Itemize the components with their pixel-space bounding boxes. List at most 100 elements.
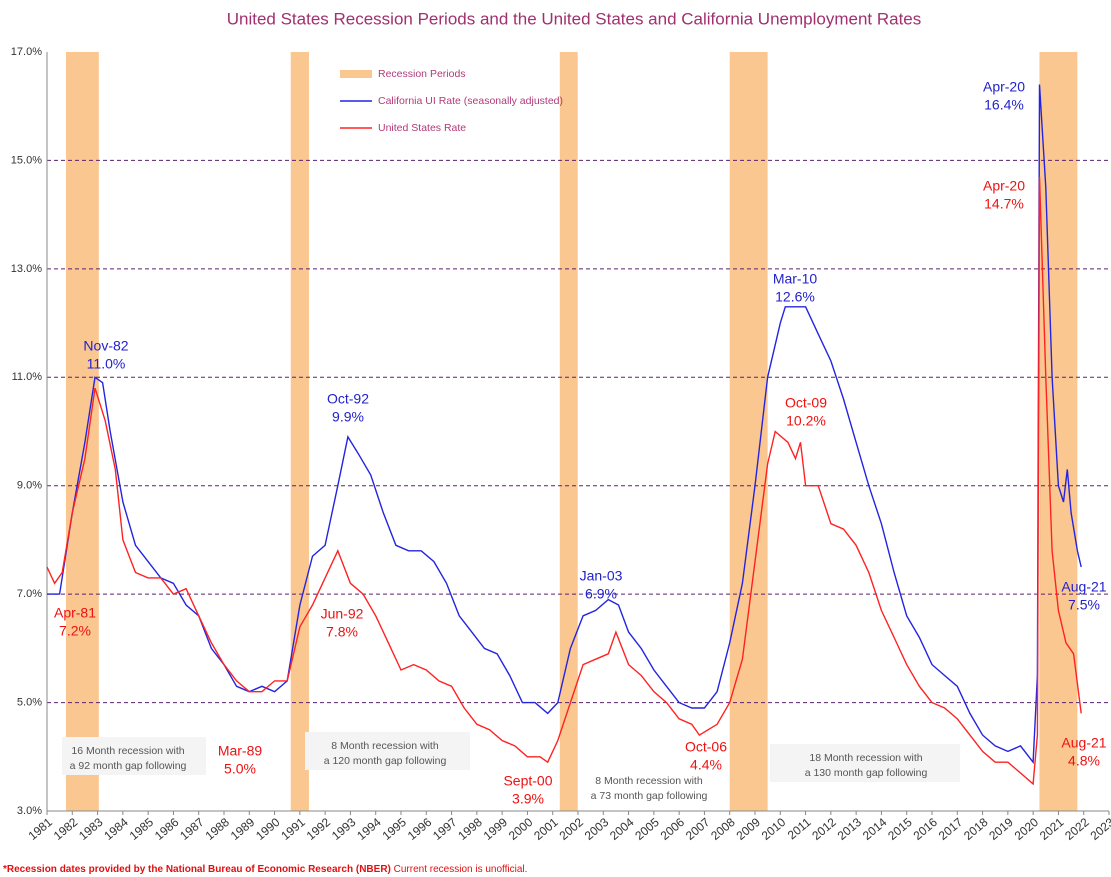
- annotation-date: Apr-20: [983, 178, 1025, 194]
- y-tick-label: 9.0%: [17, 480, 42, 492]
- x-tick-label: 2005: [632, 815, 662, 843]
- x-tick-label: 1987: [177, 815, 207, 843]
- x-tick-label: 2004: [607, 815, 637, 843]
- x-tick-label: 2018: [961, 815, 991, 843]
- annotation-date: Oct-06: [685, 739, 727, 755]
- recession-band: [290, 52, 309, 811]
- annotation-date: Jun-92: [321, 606, 364, 622]
- chart-title: United States Recession Periods and the …: [227, 9, 922, 28]
- note-text: 18 Month recession with: [809, 752, 922, 764]
- x-tick-label: 1992: [304, 815, 334, 843]
- x-tick-label: 2020: [1012, 815, 1042, 843]
- note-text: a 73 month gap following: [591, 790, 708, 802]
- x-tick-label: 2023: [1088, 815, 1111, 843]
- x-tick-label: 1997: [430, 815, 460, 843]
- x-tick-label: 2008: [708, 815, 738, 843]
- x-tick-label: 1988: [203, 815, 233, 843]
- x-tick-label: 2002: [557, 815, 587, 843]
- annotation-rate: 12.6%: [775, 289, 815, 305]
- annotation-rate: 16.4%: [984, 97, 1024, 113]
- x-tick-label: 1991: [278, 815, 308, 843]
- series-line: [46, 176, 1082, 786]
- y-tick-label: 5.0%: [17, 696, 42, 708]
- x-tick-label: 2017: [936, 815, 966, 843]
- note-text: a 92 month gap following: [70, 760, 187, 772]
- x-tick-label: 1999: [481, 815, 511, 843]
- x-tick-label: 2006: [658, 815, 688, 843]
- x-tick-label: 1984: [101, 815, 131, 843]
- x-tick-label: 1993: [329, 815, 359, 843]
- annotation-date: Mar-10: [773, 271, 818, 287]
- x-tick-label: 2014: [860, 815, 890, 843]
- x-tick-label: 1989: [228, 815, 258, 843]
- note-box: [770, 744, 960, 782]
- annotation-date: Jan-03: [580, 568, 623, 584]
- y-tick-label: 3.0%: [17, 805, 42, 817]
- y-tick-label: 11.0%: [12, 371, 43, 383]
- x-tick-label: 2000: [506, 815, 536, 843]
- x-tick-label: 1983: [76, 815, 106, 843]
- annotation-date: Nov-82: [83, 338, 128, 354]
- footnote: *Recession dates provided by the Nationa…: [3, 864, 527, 875]
- x-tick-label: 2012: [809, 815, 839, 843]
- note-box: [305, 732, 470, 770]
- annotation-date: Aug-21: [1061, 735, 1106, 751]
- x-tick-label: 1986: [152, 815, 182, 843]
- legend-label: California UI Rate (seasonally adjusted): [378, 95, 563, 107]
- annotation-rate: 3.9%: [512, 791, 544, 807]
- legend-swatch: [340, 70, 372, 78]
- x-tick-label: 2011: [785, 815, 814, 843]
- x-tick-label: 1981: [26, 815, 56, 843]
- x-tick-label: 1985: [127, 815, 157, 843]
- x-tick-label: 2015: [885, 815, 915, 843]
- annotation-date: Aug-21: [1061, 579, 1106, 595]
- annotation-rate: 7.5%: [1068, 597, 1100, 613]
- annotation-date: Mar-89: [218, 743, 263, 759]
- annotation-rate: 9.9%: [332, 409, 364, 425]
- y-tick-label: 13.0%: [11, 263, 42, 275]
- x-tick-label: 2013: [835, 815, 865, 843]
- x-tick-label: 2010: [759, 815, 789, 843]
- annotation-rate: 10.2%: [786, 413, 826, 429]
- x-tick-label: 1998: [455, 815, 485, 843]
- x-tick-label: 1995: [380, 815, 410, 843]
- x-tick-label: 1990: [253, 815, 283, 843]
- x-tick-label: 2007: [683, 815, 713, 843]
- annotation-rate: 7.2%: [59, 623, 91, 639]
- y-tick-label: 17.0%: [11, 46, 42, 58]
- x-tick-label: 2003: [582, 815, 612, 843]
- annotation-rate: 4.8%: [1068, 753, 1100, 769]
- annotation-rate: 7.8%: [326, 624, 358, 640]
- annotation-rate: 11.0%: [87, 356, 126, 372]
- annotation-date: Oct-92: [327, 391, 369, 407]
- x-tick-label: 2021: [1037, 815, 1067, 843]
- note-text: a 130 month gap following: [805, 767, 928, 779]
- footnote-rest: Current recession is unofficial.: [391, 864, 528, 875]
- note-text: 8 Month recession with: [595, 775, 703, 787]
- annotation-date: Apr-81: [54, 605, 96, 621]
- note-box: [62, 737, 206, 775]
- x-tick-label: 1982: [51, 815, 81, 843]
- note-text: a 120 month gap following: [324, 755, 447, 767]
- footnote-bold: *Recession dates provided by the Nationa…: [3, 864, 391, 875]
- note-text: 16 Month recession with: [71, 745, 184, 757]
- legend-label: United States Rate: [378, 122, 466, 134]
- annotation-rate: 4.4%: [690, 757, 722, 773]
- x-tick-label: 2009: [734, 815, 764, 843]
- x-tick-label: 2016: [911, 815, 941, 843]
- x-tick-label: 2019: [986, 815, 1016, 843]
- x-tick-label: 1996: [405, 815, 435, 843]
- annotation-rate: 14.7%: [984, 196, 1024, 212]
- annotation-date: Sept-00: [503, 773, 552, 789]
- annotation-date: Apr-20: [983, 79, 1025, 95]
- x-tick-label: 2022: [1062, 815, 1092, 843]
- recession-band: [559, 52, 578, 811]
- note-text: 8 Month recession with: [331, 740, 439, 752]
- annotation-rate: 5.0%: [224, 761, 256, 777]
- y-tick-label: 15.0%: [11, 154, 42, 166]
- legend-label: Recession Periods: [378, 68, 466, 80]
- annotation-rate: 6.9%: [585, 586, 617, 602]
- y-tick-label: 7.0%: [17, 588, 42, 600]
- x-tick-label: 2001: [531, 815, 561, 843]
